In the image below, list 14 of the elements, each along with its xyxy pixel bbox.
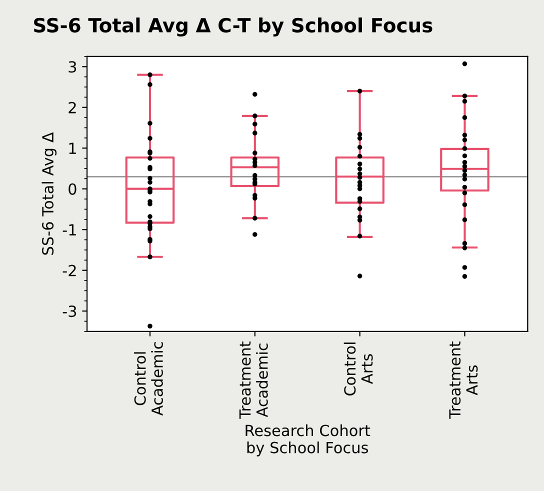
x-tick-label: Control Academic	[134, 342, 163, 416]
y-tick-label: 1	[69, 142, 76, 154]
y-tick-label: 0	[68, 183, 76, 195]
x-tick-label: Treatment Academic	[239, 342, 268, 419]
y-tick-label: -1	[62, 224, 76, 236]
x-axis-title: Research Cohort by School Focus	[246, 424, 370, 456]
y-tick-label: -2	[62, 264, 76, 276]
x-tick-label: Treatment Arts	[449, 342, 478, 419]
x-tick-label: Control Arts	[344, 342, 373, 396]
y-tick-label: 2	[68, 102, 76, 114]
y-axis-title: SS-6 Total Avg Δ	[42, 132, 57, 255]
chart-title: SS-6 Total Avg Δ C-T by School Focus	[34, 18, 432, 36]
y-tick-label: -3	[62, 306, 76, 318]
y-tick-label: 3	[68, 61, 76, 73]
